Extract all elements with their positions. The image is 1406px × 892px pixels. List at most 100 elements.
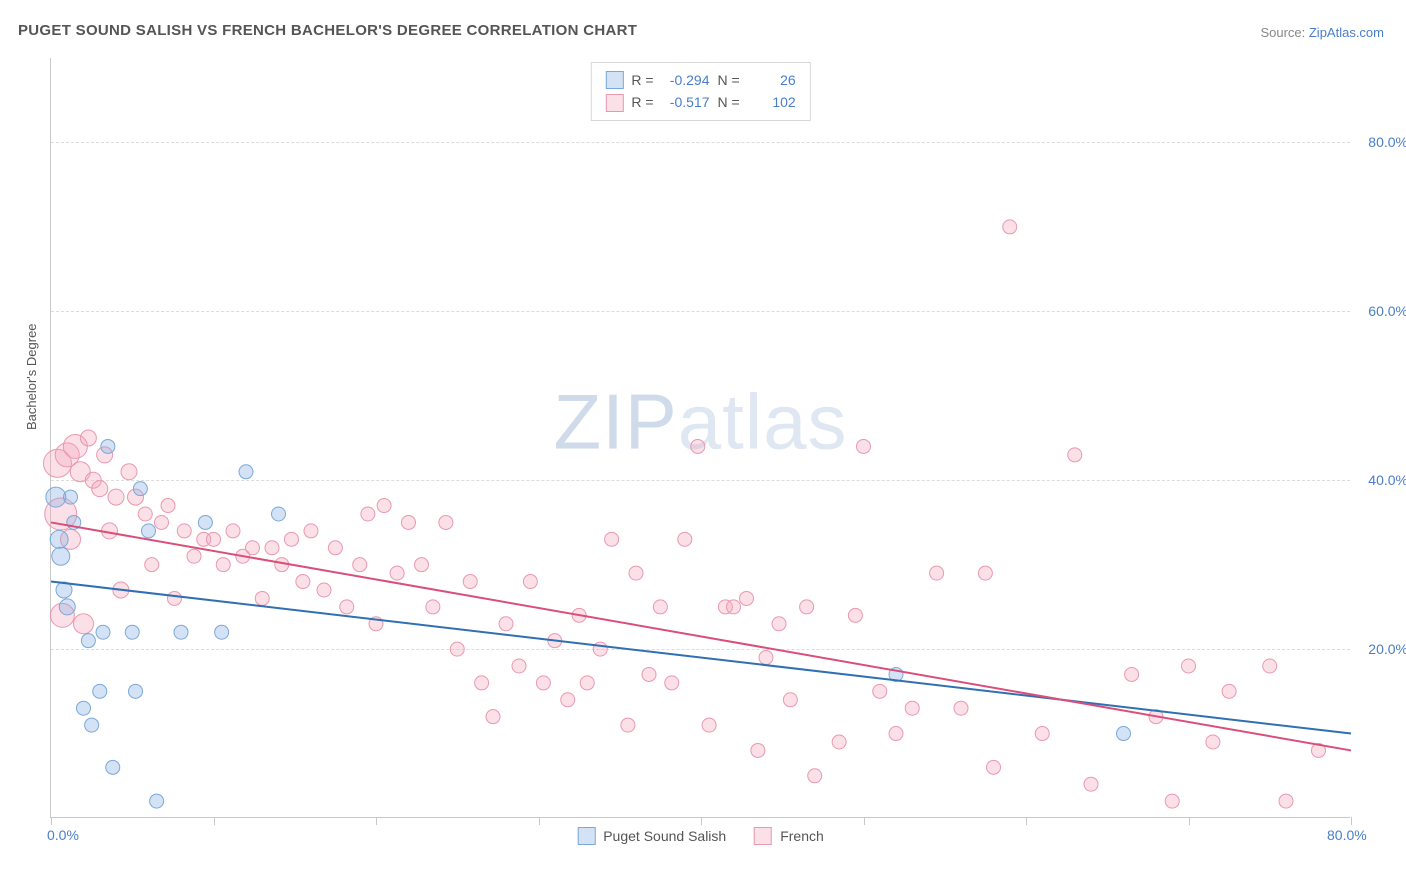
scatter-point-french	[642, 667, 656, 681]
x-tick	[214, 817, 215, 825]
scatter-point-french	[121, 464, 137, 480]
scatter-point-french	[1279, 794, 1293, 808]
scatter-point-salish	[142, 524, 156, 538]
r-label: R =	[631, 69, 653, 91]
scatter-point-salish	[52, 547, 70, 565]
scatter-point-french	[92, 481, 108, 497]
scatter-point-salish	[93, 684, 107, 698]
n-label: N =	[718, 69, 740, 91]
scatter-point-salish	[1117, 727, 1131, 741]
scatter-point-salish	[50, 530, 68, 548]
scatter-point-french	[759, 651, 773, 665]
scatter-point-french	[702, 718, 716, 732]
scatter-point-french	[1222, 684, 1236, 698]
scatter-point-french	[978, 566, 992, 580]
scatter-point-french	[1165, 794, 1179, 808]
scatter-point-french	[168, 591, 182, 605]
scatter-point-french	[74, 614, 94, 634]
scatter-point-french	[415, 558, 429, 572]
scatter-point-french	[808, 769, 822, 783]
x-tick	[1189, 817, 1190, 825]
scatter-point-french	[402, 515, 416, 529]
scatter-point-french	[665, 676, 679, 690]
scatter-point-french	[439, 515, 453, 529]
scatter-point-french	[1084, 777, 1098, 791]
r-value-salish: -0.294	[662, 69, 710, 91]
scatter-point-french	[954, 701, 968, 715]
scatter-point-french	[361, 507, 375, 521]
source-link[interactable]: ZipAtlas.com	[1309, 25, 1384, 40]
scatter-point-french	[832, 735, 846, 749]
scatter-point-french	[463, 575, 477, 589]
x-tick	[376, 817, 377, 825]
scatter-point-french	[255, 591, 269, 605]
scatter-point-french	[772, 617, 786, 631]
scatter-point-french	[621, 718, 635, 732]
scatter-point-french	[450, 642, 464, 656]
scatter-point-french	[889, 727, 903, 741]
x-tick-label: 80.0%	[1327, 827, 1367, 843]
swatch-salish	[605, 71, 623, 89]
scatter-point-french	[377, 499, 391, 513]
swatch-french	[605, 94, 623, 112]
scatter-point-french	[653, 600, 667, 614]
swatch-french	[754, 827, 772, 845]
legend-bottom: Puget Sound Salish French	[577, 827, 824, 845]
scatter-point-french	[512, 659, 526, 673]
stats-legend-box: R = -0.294 N = 26 R = -0.517 N = 102	[590, 62, 810, 121]
scatter-point-french	[187, 549, 201, 563]
scatter-point-salish	[150, 794, 164, 808]
legend-item-french: French	[754, 827, 824, 845]
x-tick-label: 0.0%	[47, 827, 79, 843]
scatter-point-french	[138, 507, 152, 521]
scatter-point-french	[580, 676, 594, 690]
y-tick-label: 40.0%	[1368, 472, 1406, 488]
scatter-point-salish	[129, 684, 143, 698]
scatter-point-salish	[77, 701, 91, 715]
scatter-point-french	[873, 684, 887, 698]
scatter-point-french	[145, 558, 159, 572]
scatter-point-salish	[64, 490, 78, 504]
scatter-point-french	[740, 591, 754, 605]
scatter-point-french	[499, 617, 513, 631]
scatter-point-french	[216, 558, 230, 572]
scatter-point-salish	[85, 718, 99, 732]
scatter-point-salish	[101, 439, 115, 453]
scatter-point-french	[108, 489, 124, 505]
scatter-point-french	[523, 575, 537, 589]
scatter-point-french	[605, 532, 619, 546]
swatch-salish	[577, 827, 595, 845]
scatter-point-french	[727, 600, 741, 614]
y-axis-label: Bachelor's Degree	[24, 323, 39, 430]
source-label: Source:	[1260, 25, 1308, 40]
scatter-point-salish	[133, 482, 147, 496]
scatter-point-french	[80, 430, 96, 446]
scatter-point-french	[207, 532, 221, 546]
source-credit: Source: ZipAtlas.com	[1260, 25, 1384, 40]
scatter-point-salish	[59, 599, 75, 615]
scatter-point-french	[340, 600, 354, 614]
scatter-point-french	[265, 541, 279, 555]
scatter-point-french	[475, 676, 489, 690]
scatter-point-salish	[239, 465, 253, 479]
trend-line-salish	[51, 582, 1351, 734]
scatter-point-french	[783, 693, 797, 707]
scatter-point-french	[1035, 727, 1049, 741]
scatter-svg	[51, 58, 1350, 817]
scatter-point-french	[296, 575, 310, 589]
scatter-point-french	[930, 566, 944, 580]
scatter-point-french	[678, 532, 692, 546]
r-label: R =	[631, 91, 653, 113]
scatter-point-french	[905, 701, 919, 715]
scatter-point-french	[691, 439, 705, 453]
n-value-french: 102	[748, 91, 796, 113]
x-tick	[701, 817, 702, 825]
scatter-point-salish	[174, 625, 188, 639]
y-tick-label: 80.0%	[1368, 134, 1406, 150]
scatter-point-french	[857, 439, 871, 453]
scatter-point-french	[1003, 220, 1017, 234]
scatter-point-salish	[198, 515, 212, 529]
chart-title: PUGET SOUND SALISH VS FRENCH BACHELOR'S …	[18, 22, 637, 39]
scatter-point-french	[304, 524, 318, 538]
plot-area: ZIPatlas 20.0%40.0%60.0%80.0% 0.0%80.0% …	[50, 58, 1350, 818]
